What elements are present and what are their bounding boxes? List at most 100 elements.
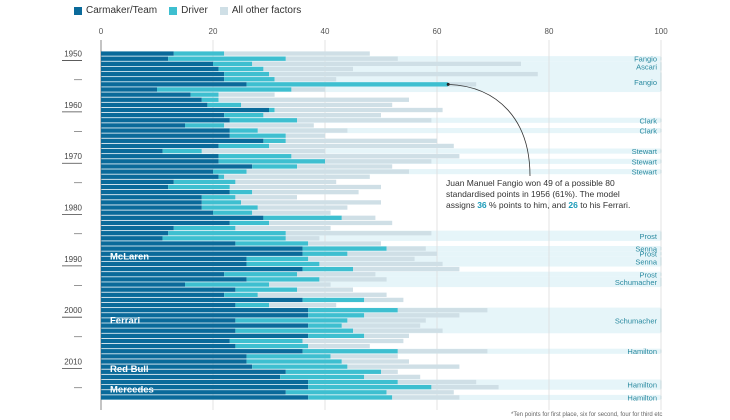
- bar-segment-other: [201, 148, 325, 154]
- bar-segment-team: [101, 261, 247, 267]
- bar-segment-driver: [229, 338, 303, 344]
- bar-segment-driver: [235, 241, 309, 246]
- bar-segment-team: [101, 385, 309, 390]
- bar-segment-team: [101, 51, 174, 56]
- bar-segment-other: [341, 215, 376, 220]
- bar-segment-other: [285, 138, 437, 143]
- bar-segment-driver: [308, 333, 365, 339]
- bar-segment-other: [347, 251, 437, 256]
- bar-segment-driver: [263, 215, 342, 220]
- bar-segment-team: [101, 179, 174, 185]
- bar-segment-team: [101, 164, 253, 169]
- champion-label: Schumacher: [615, 316, 658, 325]
- bar-segment-team: [101, 333, 309, 339]
- bar-segment-other: [229, 184, 381, 190]
- bar-segment-other: [224, 51, 370, 56]
- bar-segment-other: [330, 354, 398, 359]
- bar-segment-team: [101, 328, 236, 333]
- bar-segment-team: [101, 123, 185, 128]
- bar-segment-team: [101, 112, 225, 118]
- bar-segment-other: [291, 154, 460, 159]
- champion-highlight-band: [101, 256, 661, 267]
- champion-label: Stewart: [632, 157, 658, 166]
- team-label: McLaren: [110, 251, 149, 262]
- legend-label-driver: Driver: [181, 5, 208, 16]
- bar-segment-team: [101, 102, 208, 108]
- bar-segment-driver: [201, 200, 241, 205]
- bar-segment-team: [101, 138, 264, 143]
- bar-segment-driver: [308, 323, 342, 328]
- bar-segment-team: [101, 266, 303, 272]
- annotation-driver-value: 36: [477, 200, 487, 210]
- legend-swatch-team: [74, 6, 82, 15]
- bar-segment-driver: [263, 138, 286, 143]
- bar-segment-other: [353, 266, 460, 272]
- bar-segment-driver: [229, 189, 253, 195]
- bar-segment-other: [235, 225, 331, 231]
- bar-segment-other: [246, 169, 409, 174]
- bar-segment-other: [252, 61, 521, 66]
- bar-segment-driver: [308, 308, 398, 313]
- bar-segment-other: [224, 123, 314, 128]
- bar-segment-other: [274, 77, 337, 82]
- bar-segment-driver: [201, 205, 258, 210]
- bar-segment-driver: [224, 292, 258, 297]
- bar-segment-driver: [252, 164, 297, 169]
- bar-segment-team: [101, 297, 303, 303]
- champion-label: Ascari: [636, 62, 657, 71]
- bar-segment-team: [101, 195, 202, 200]
- bar-segment-driver: [185, 123, 225, 128]
- bar-segment-team: [101, 82, 247, 87]
- champion-highlight-band: [101, 276, 661, 288]
- bar-segment-driver: [246, 359, 342, 364]
- x-tick-label: 60: [433, 27, 442, 36]
- annotation-connector: [448, 83, 531, 177]
- bar-segment-driver: [246, 354, 331, 359]
- bar-segment-other: [325, 159, 432, 164]
- champion-label: Prost: [639, 232, 657, 241]
- year-label: 2000: [64, 306, 82, 315]
- bar-segment-driver: [235, 287, 297, 292]
- bar-segment-team: [101, 118, 230, 123]
- bar-segment-driver: [213, 210, 253, 215]
- bar-segment-team: [101, 71, 225, 77]
- bar-segment-driver: [168, 56, 286, 61]
- bar-segment-team: [101, 236, 163, 241]
- bar-segment-team: [101, 308, 309, 313]
- bar-segment-other: [235, 179, 337, 185]
- bar-segment-other: [291, 87, 325, 92]
- bar-segment-other: [386, 390, 454, 395]
- bar-segment-other: [341, 359, 409, 364]
- champion-highlight-band: [101, 127, 661, 134]
- bar-segment-driver: [168, 231, 286, 236]
- bar-segment-team: [101, 374, 281, 380]
- chart-legend: Carmaker/Team Driver All other factors: [74, 5, 301, 16]
- x-tick-label: 80: [545, 27, 554, 36]
- bar-segment-other: [364, 297, 404, 303]
- bar-segment-other: [397, 308, 488, 313]
- champion-label: Clark: [639, 116, 657, 125]
- bar-segment-team: [101, 354, 247, 359]
- bar-segment-other: [257, 205, 348, 210]
- bar-segment-other: [347, 318, 426, 323]
- bar-segment-team: [101, 277, 247, 282]
- year-label: 1960: [64, 101, 82, 110]
- bar-segment-other: [297, 164, 393, 169]
- bar-segment-driver: [302, 349, 398, 354]
- bar-segment-other: [381, 369, 398, 374]
- bar-segment-driver: [218, 143, 269, 149]
- bar-segment-team: [101, 251, 303, 256]
- bar-segment-driver: [280, 374, 365, 380]
- bar-segment-driver: [213, 169, 247, 174]
- x-tick-label: 100: [654, 27, 668, 36]
- champion-label: Senna: [635, 245, 658, 254]
- bar-segment-team: [101, 231, 169, 236]
- bar-segment-driver: [185, 282, 269, 287]
- bar-segment-team: [101, 369, 286, 374]
- team-label: Mercedes: [110, 385, 154, 396]
- bar-segment-driver: [190, 92, 219, 97]
- annotation-line-3: assigns 36 % points to him, and 26 to hi…: [446, 200, 646, 211]
- bar-segment-other: [285, 236, 320, 241]
- champion-highlight-band: [101, 379, 661, 390]
- bar-segment-team: [101, 225, 174, 231]
